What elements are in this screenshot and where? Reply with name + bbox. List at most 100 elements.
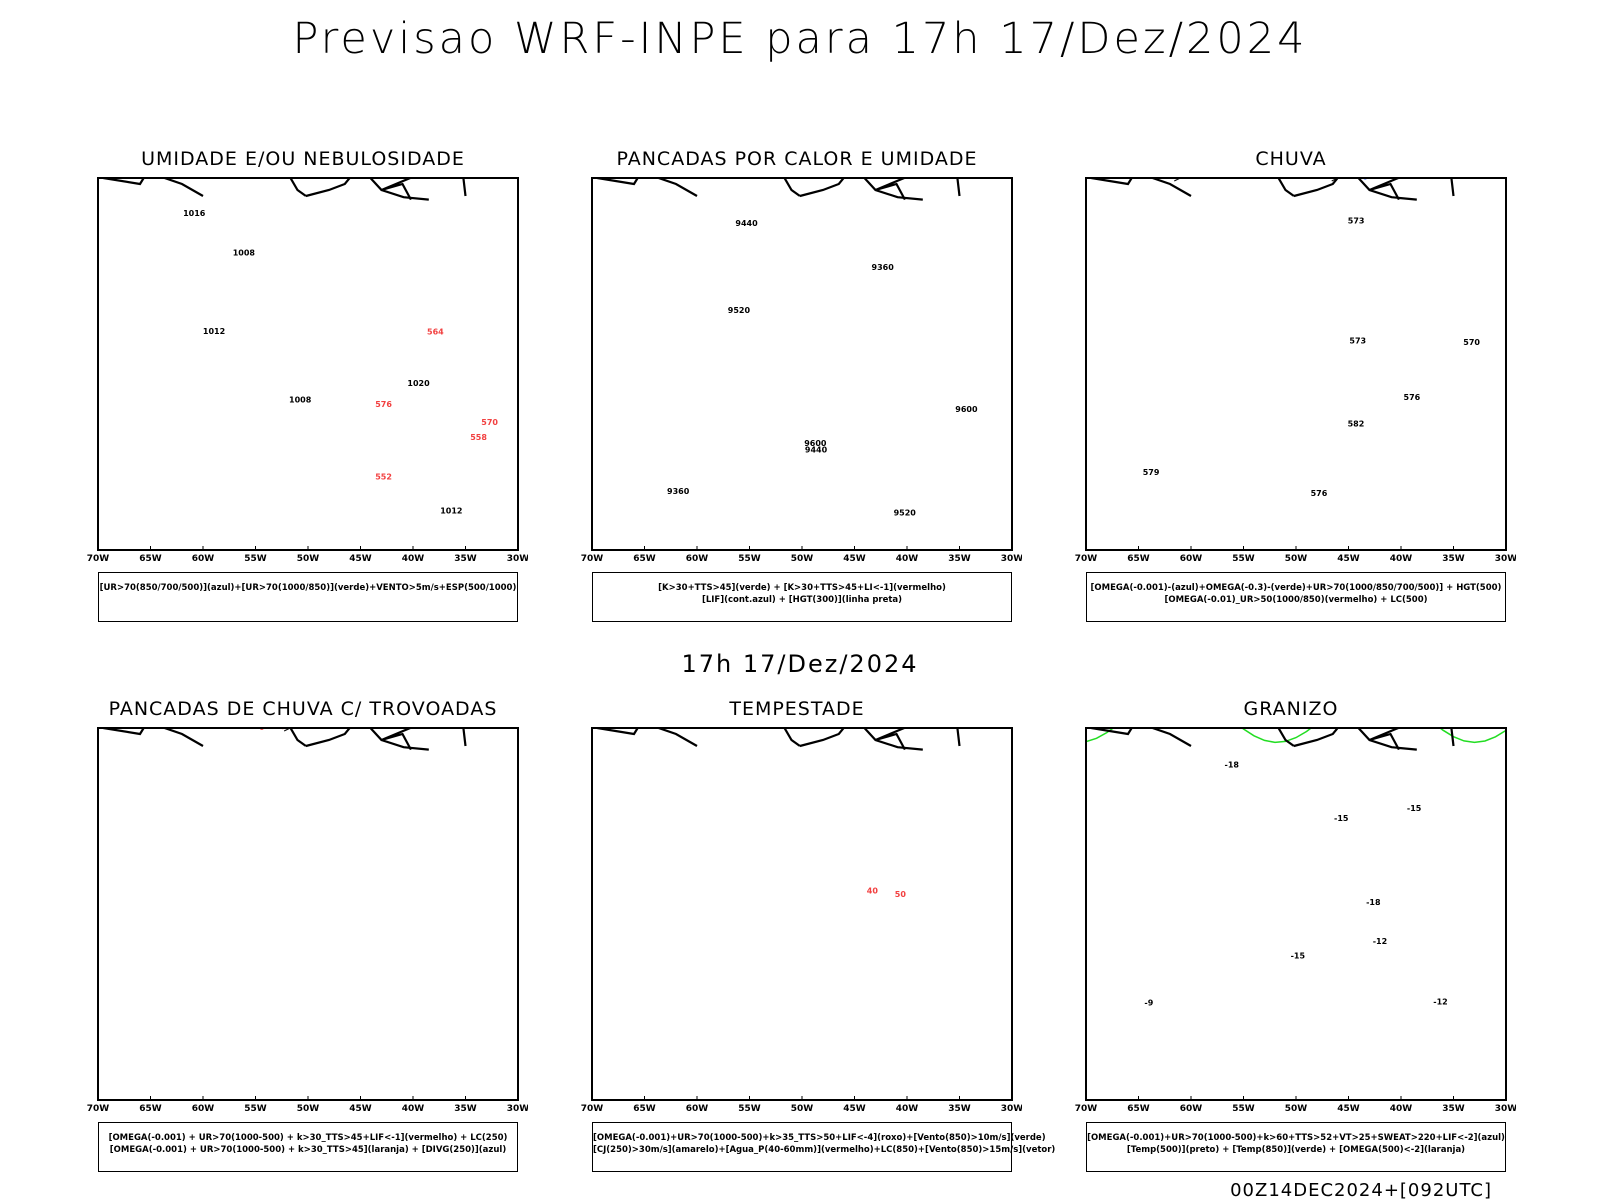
contour-label: -9 — [1144, 998, 1153, 1007]
lon-tick-label: 65W — [1127, 1104, 1150, 1114]
boundary-line — [381, 178, 414, 201]
lon-tick-label: 55W — [738, 554, 761, 564]
contour-label: -15 — [1334, 814, 1349, 823]
panel-trovoadas: PANCADAS DE CHUVA C/ TROVOADAS 12S15S18S… — [78, 698, 528, 1174]
boundary-line — [1369, 728, 1402, 751]
lon-tick-label: 65W — [139, 554, 162, 564]
contour-label: 564 — [427, 327, 444, 336]
panel-chuva: CHUVA 58257957657357057657312S15S18S21S2… — [1066, 148, 1516, 624]
contour-label: -12 — [1373, 937, 1387, 946]
contour-label: 579 — [1143, 468, 1160, 477]
lon-tick-label: 40W — [1390, 1104, 1413, 1114]
lon-tick-label: 30W — [1495, 554, 1516, 564]
contour-label: 1016 — [183, 209, 206, 218]
lon-tick-label: 50W — [297, 1104, 320, 1114]
lon-tick-label: 55W — [244, 1104, 267, 1114]
legend-line: [CJ(250)>30m/s](amarelo)+[Agua_P(40-60mm… — [593, 1145, 1056, 1155]
lon-tick-label: 35W — [454, 554, 477, 564]
map-layer: 1008 1012 1016 1020 1012 1008 576 570 564 558 552 — [98, 176, 518, 550]
panel-granizo: GRANIZO -9-12-15-18-12-15-18-1512S15S18S… — [1066, 698, 1516, 1174]
map-layer: 582 579 576 573 570 576 573 — [1086, 176, 1506, 550]
lon-tick-label: 45W — [349, 554, 372, 564]
legend-line: [OMEGA(-0.001) + UR>70(1000-500) + k>30_… — [108, 1133, 508, 1143]
lon-tick-label: 30W — [1495, 1104, 1516, 1114]
boundary-line — [289, 728, 307, 747]
map-background — [1086, 178, 1506, 550]
lon-tick-label: 65W — [139, 1104, 162, 1114]
boundary-line — [783, 178, 801, 197]
lon-tick-label: 35W — [1442, 1104, 1465, 1114]
boundary-line — [1293, 178, 1340, 198]
legend-line: [UR>70(850/700/500)](azul)+[UR>70(1000/8… — [99, 583, 517, 593]
legend-tempestade: [OMEGA(-0.001)+UR>70(1000-500)+k>35_TTS>… — [592, 1122, 1056, 1172]
precip-cell — [1263, 176, 1267, 177]
lon-tick-label: 30W — [1001, 554, 1022, 564]
lon-tick-label: 40W — [896, 554, 919, 564]
map-background — [98, 178, 518, 550]
panel-title: PANCADAS POR CALOR E UMIDADE — [616, 148, 978, 170]
panel-title: TEMPESTADE — [729, 698, 865, 720]
panel-tempestade: TEMPESTADE 405012S15S18S21S24S27S30S33S3… — [572, 698, 1056, 1174]
map-background — [592, 178, 1012, 550]
lon-tick-label: 60W — [192, 1104, 215, 1114]
lon-tick-label: 60W — [1180, 1104, 1203, 1114]
contour-label: 576 — [1404, 393, 1421, 402]
lon-tick-label: 55W — [244, 554, 267, 564]
lon-tick-label: 45W — [349, 1104, 372, 1114]
page-title: Previsao WRF-INPE para 17h 17/Dez/2024 — [292, 14, 1308, 64]
legend-umidade: [UR>70(850/700/500)](azul)+[UR>70(1000/8… — [98, 572, 518, 622]
legend-line: [OMEGA(-0.001)+UR>70(1000-500)+k>60+TTS>… — [1087, 1133, 1505, 1143]
legend-chuva: [OMEGA(-0.001)-(azul)+OMEGA(-0.3)-(verde… — [1086, 572, 1506, 622]
lon-tick-label: 60W — [192, 554, 215, 564]
boundary-line — [1277, 728, 1295, 747]
contour-label: -18 — [1366, 898, 1381, 907]
contour-label: 552 — [375, 473, 392, 482]
panel-title: UMIDADE E/OU NEBULOSIDADE — [141, 148, 465, 170]
contour-label: 576 — [1311, 489, 1328, 498]
panel-title: CHUVA — [1255, 148, 1327, 170]
contour-label: 9360 — [667, 487, 690, 496]
boundary-line — [655, 728, 698, 747]
legend-pancadas-calor: [K>30+TTS>45](verde) + [K>30+TTS>45+LI<-… — [592, 572, 1012, 622]
boundary-line — [161, 728, 204, 747]
boundary-line — [655, 178, 698, 197]
legend-line: [LIF](cont.azul) + [HGT(300)](linha pret… — [701, 595, 903, 605]
map-trovoadas: 12S15S18S21S24S27S30S33S36S39S42S70W65W6… — [87, 727, 528, 1114]
boundary-line — [1149, 728, 1192, 747]
map-layer: -9 -12 -15 -18 -12 -15 -18 -15 — [1086, 728, 1506, 1100]
lon-tick-label: 50W — [1285, 1104, 1308, 1114]
lon-tick-label: 50W — [791, 554, 814, 564]
map-pancadas-calor: 9600952094409360960095209440936012S15S18… — [581, 177, 1022, 564]
lon-tick-label: 55W — [1232, 554, 1255, 564]
contour-label: 9440 — [805, 446, 828, 455]
boundary-line — [1277, 178, 1295, 197]
lon-tick-label: 30W — [507, 554, 528, 564]
lon-tick-label: 65W — [633, 554, 656, 564]
boundary-line — [381, 728, 414, 751]
lon-tick-label: 35W — [948, 1104, 971, 1114]
contour-label: 582 — [1348, 419, 1365, 428]
legend-line: [OMEGA(-0.001)-(azul)+OMEGA(-0.3)-(verde… — [1090, 583, 1502, 593]
flow-arrow — [283, 728, 292, 732]
boundary-line — [289, 178, 307, 197]
boundary-line — [875, 178, 908, 201]
contour-label: 9520 — [894, 508, 917, 517]
lon-tick-label: 35W — [454, 1104, 477, 1114]
lon-tick-label: 55W — [1232, 1104, 1255, 1114]
map-layer — [98, 728, 518, 1100]
boundary-line — [783, 728, 801, 747]
contour-label: 9360 — [872, 263, 895, 272]
lon-tick-label: 35W — [1442, 554, 1465, 564]
legend-line: [OMEGA(-0.001)+UR>70(1000-500)+k>35_TTS>… — [593, 1133, 1046, 1143]
map-granizo: -9-12-15-18-12-15-18-1512S15S18S21S24S27… — [1075, 727, 1516, 1114]
lon-tick-label: 55W — [738, 1104, 761, 1114]
precip-cell — [145, 176, 149, 177]
contour-label: 50 — [895, 890, 907, 899]
contour-label: 576 — [375, 400, 392, 409]
panel-title: PANCADAS DE CHUVA C/ TROVOADAS — [108, 698, 498, 720]
boundary-line — [1293, 728, 1340, 748]
lon-tick-label: 30W — [507, 1104, 528, 1114]
valid-time-subtitle: 17h 17/Dez/2024 — [681, 650, 919, 678]
precip-cell — [397, 176, 402, 177]
map-background — [592, 728, 1012, 1100]
